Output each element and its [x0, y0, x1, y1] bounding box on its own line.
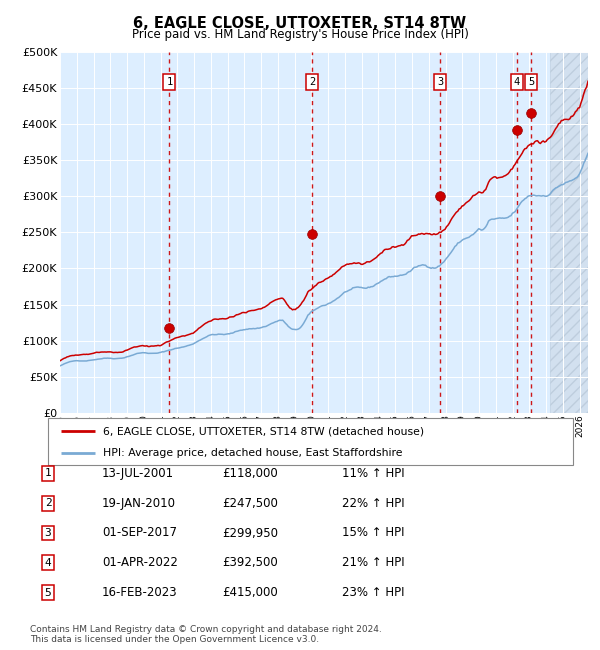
- Text: 6, EAGLE CLOSE, UTTOXETER, ST14 8TW: 6, EAGLE CLOSE, UTTOXETER, ST14 8TW: [133, 16, 467, 31]
- Text: 21% ↑ HPI: 21% ↑ HPI: [342, 556, 404, 569]
- Text: £415,000: £415,000: [222, 586, 278, 599]
- Text: 1: 1: [166, 77, 173, 87]
- FancyBboxPatch shape: [48, 418, 573, 465]
- Text: £118,000: £118,000: [222, 467, 278, 480]
- Text: 4: 4: [44, 558, 52, 568]
- Text: £299,950: £299,950: [222, 526, 278, 539]
- Text: 23% ↑ HPI: 23% ↑ HPI: [342, 586, 404, 599]
- Text: Contains HM Land Registry data © Crown copyright and database right 2024.: Contains HM Land Registry data © Crown c…: [30, 625, 382, 634]
- Text: 22% ↑ HPI: 22% ↑ HPI: [342, 497, 404, 510]
- Text: 4: 4: [514, 77, 520, 87]
- Text: 5: 5: [528, 77, 535, 87]
- Text: Price paid vs. HM Land Registry's House Price Index (HPI): Price paid vs. HM Land Registry's House …: [131, 28, 469, 41]
- Text: 13-JUL-2001: 13-JUL-2001: [102, 467, 174, 480]
- Text: 11% ↑ HPI: 11% ↑ HPI: [342, 467, 404, 480]
- Text: 19-JAN-2010: 19-JAN-2010: [102, 497, 176, 510]
- Text: 2: 2: [309, 77, 316, 87]
- Text: 2: 2: [44, 498, 52, 508]
- Text: 5: 5: [44, 588, 52, 598]
- Text: 3: 3: [437, 77, 443, 87]
- Text: 01-APR-2022: 01-APR-2022: [102, 556, 178, 569]
- Text: £392,500: £392,500: [222, 556, 278, 569]
- Text: 15% ↑ HPI: 15% ↑ HPI: [342, 526, 404, 539]
- Text: 6, EAGLE CLOSE, UTTOXETER, ST14 8TW (detached house): 6, EAGLE CLOSE, UTTOXETER, ST14 8TW (det…: [103, 426, 424, 436]
- Text: £247,500: £247,500: [222, 497, 278, 510]
- Text: HPI: Average price, detached house, East Staffordshire: HPI: Average price, detached house, East…: [103, 448, 403, 458]
- Text: This data is licensed under the Open Government Licence v3.0.: This data is licensed under the Open Gov…: [30, 634, 319, 644]
- Bar: [550, 52, 588, 413]
- Text: 16-FEB-2023: 16-FEB-2023: [102, 586, 178, 599]
- Text: 01-SEP-2017: 01-SEP-2017: [102, 526, 177, 539]
- Text: 3: 3: [44, 528, 52, 538]
- Text: 1: 1: [44, 468, 52, 478]
